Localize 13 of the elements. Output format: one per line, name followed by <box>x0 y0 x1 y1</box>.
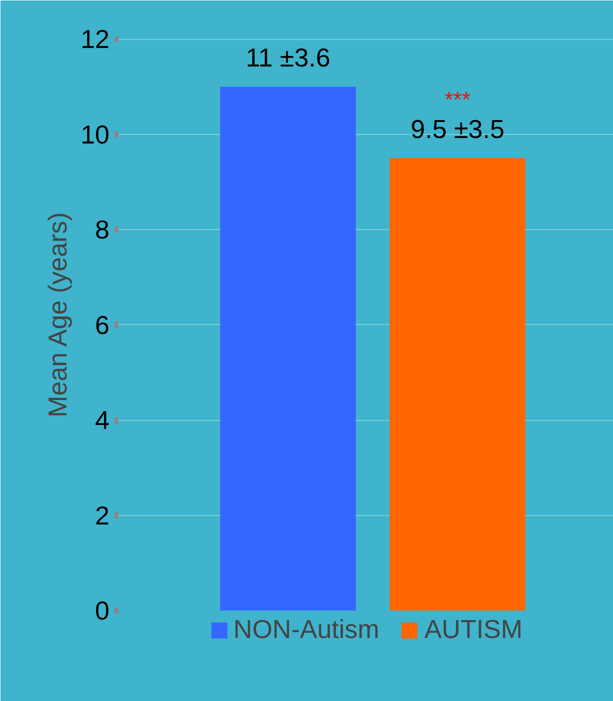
y-tick-label: 0 <box>95 596 110 626</box>
y-axis-title: Mean Age (years) <box>42 212 73 418</box>
legend-label: AUTISM <box>424 614 523 645</box>
y-tick-label: 6 <box>95 310 110 340</box>
y-tick-label: 12 <box>80 24 110 54</box>
data-label: 9.5 ±3.5 <box>410 114 504 144</box>
y-tick-label: 10 <box>80 119 110 150</box>
annotation: *** <box>444 87 471 112</box>
legend-label: NON-Autism <box>233 614 380 645</box>
y-tick-label: 2 <box>95 500 110 530</box>
data-label: 11 ±3.6 <box>246 42 330 73</box>
y-tick-label: 8 <box>95 214 110 245</box>
y-tick-label: 4 <box>95 405 110 436</box>
